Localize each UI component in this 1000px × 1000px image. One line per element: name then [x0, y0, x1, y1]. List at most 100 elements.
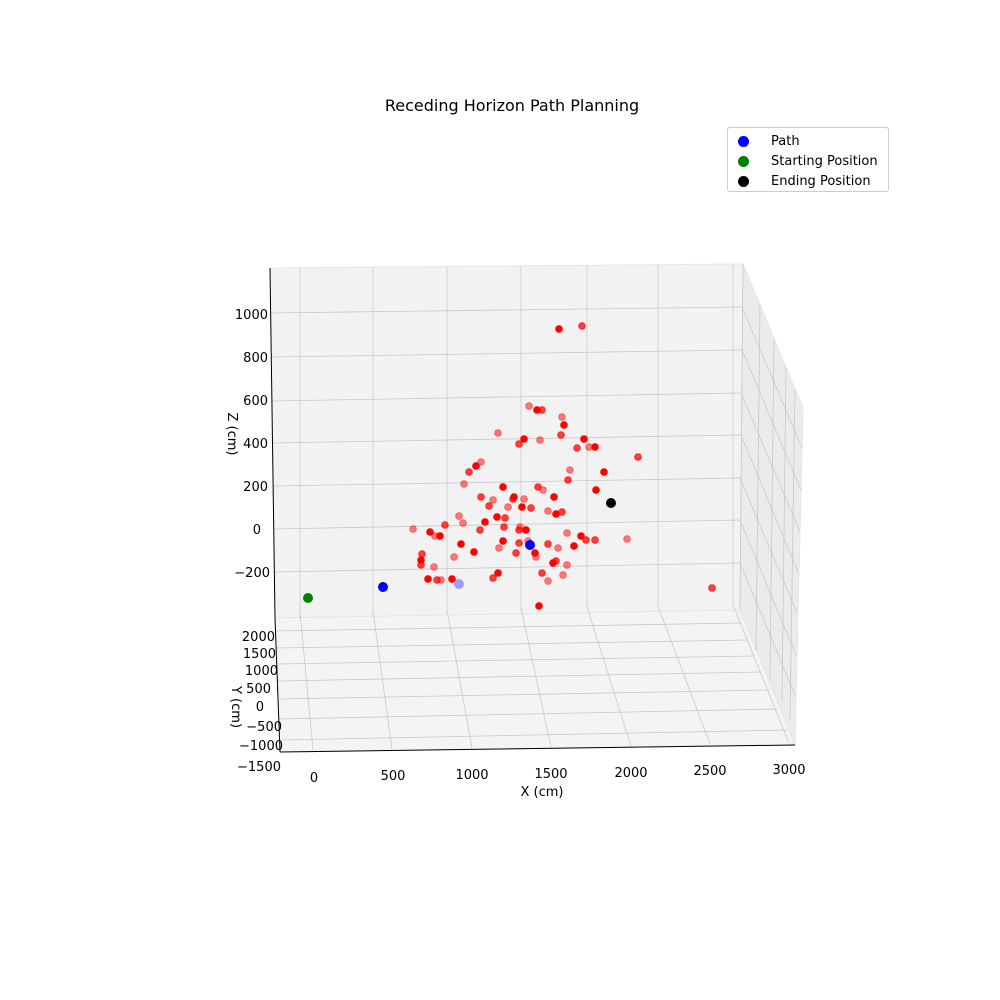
obstacle-point: [550, 493, 558, 501]
obstacle-point: [459, 519, 467, 527]
obstacle-point: [518, 503, 526, 511]
grid-line: [372, 610, 393, 750]
x-tick-label: 2000: [614, 766, 647, 781]
obstacle-point: [522, 526, 530, 534]
z-tick-label: 200: [243, 480, 268, 495]
z-tick-label: −200: [234, 566, 270, 581]
obstacle-point: [504, 503, 512, 511]
obstacle-point: [430, 563, 438, 571]
series-points: [303, 498, 616, 603]
grid-line: [520, 607, 552, 748]
obstacle-point: [538, 569, 546, 577]
grid-line: [279, 729, 788, 741]
obstacle-point: [515, 440, 523, 448]
legend: Path Starting Position Ending Position: [727, 127, 889, 192]
obstacle-point: [437, 576, 445, 584]
z-tick-label: 400: [243, 437, 268, 452]
obstacle-point: [623, 535, 631, 543]
obstacle-point: [499, 483, 507, 491]
obstacle-point: [592, 486, 600, 494]
obstacle-point: [570, 542, 578, 550]
x-tick-label: 3000: [772, 763, 805, 778]
obstacle-point: [538, 406, 546, 414]
obstacle-point: [460, 480, 468, 488]
x-axis-label: X (cm): [521, 785, 564, 800]
z-axis-ticks: −200 0 200 400 600 800 1000 Z (cm): [224, 308, 270, 581]
obstacle-point: [544, 540, 552, 548]
obstacle-point: [457, 540, 465, 548]
obstacle-point: [494, 429, 502, 437]
grid-line: [269, 306, 743, 314]
grid-line: [277, 655, 756, 665]
grid-line: [586, 606, 632, 747]
obstacle-point: [520, 495, 528, 503]
obstacle-point: [557, 431, 565, 439]
axis-lines: [269, 267, 796, 753]
obstacle-point: [634, 453, 642, 461]
obstacle-point: [481, 518, 489, 526]
obstacle-point: [563, 529, 571, 537]
z-axis-line: [269, 267, 276, 619]
grid-line: [299, 611, 314, 751]
obstacle-point: [563, 561, 571, 569]
obstacle-point: [489, 496, 497, 504]
obstacle-point: [501, 514, 509, 522]
obstacle-point: [495, 544, 503, 552]
legend-marker-start: [738, 155, 749, 167]
obstacle-point: [470, 548, 478, 556]
grid-line: [741, 349, 802, 491]
y-tick-label: 0: [256, 700, 264, 715]
obstacle-point: [532, 553, 540, 561]
grid-line: [789, 389, 796, 721]
obstacle-point: [472, 462, 480, 470]
legend-label: Ending Position: [771, 173, 871, 189]
legend-label: Path: [771, 133, 800, 149]
grid-lines: [269, 263, 803, 751]
obstacle-point: [539, 486, 547, 494]
grid-line: [275, 622, 742, 632]
obstacle-point: [477, 493, 485, 501]
obstacle-point: [515, 539, 523, 547]
grid-line: [446, 609, 473, 749]
obstacle-point: [544, 577, 552, 585]
obstacle-point: [465, 468, 473, 476]
obstacle-point: [591, 536, 599, 544]
ending-position-point: [606, 498, 616, 508]
obstacle-points: [409, 322, 716, 610]
x-tick-label: 0: [310, 771, 318, 786]
grid-line: [732, 604, 790, 744]
legend-item-path: Path: [738, 131, 800, 151]
y-axis-line: [274, 617, 281, 753]
obstacle-point: [424, 575, 432, 583]
path-point: [454, 579, 464, 589]
obstacle-point: [409, 525, 417, 533]
grid-line: [278, 689, 771, 700]
obstacle-point: [515, 526, 523, 534]
obstacle-point: [455, 512, 463, 520]
back-pane: [269, 263, 744, 619]
grid-line: [781, 367, 787, 701]
grid-line: [273, 519, 741, 530]
obstacle-point: [476, 526, 484, 534]
obstacle-point: [441, 521, 449, 529]
legend-item-starting-position: Starting Position: [738, 151, 878, 171]
obstacle-point: [477, 458, 485, 466]
grid-line: [278, 708, 779, 720]
x-axis-ticks: 0 500 1000 1500 2000 2500 3000 X (cm): [310, 763, 806, 800]
obstacle-point: [582, 536, 590, 544]
grid-line: [276, 639, 749, 649]
obstacle-point: [493, 513, 501, 521]
grid-line: [739, 477, 798, 614]
y-tick-label: −1000: [239, 739, 283, 754]
obstacle-point: [520, 435, 528, 443]
grid-line: [270, 392, 742, 402]
x-tick-label: 1000: [455, 768, 488, 783]
z-tick-label: 0: [253, 523, 261, 538]
obstacle-point: [544, 507, 552, 515]
obstacle-point: [426, 528, 434, 536]
y-tick-label: 500: [246, 682, 271, 697]
legend-item-ending-position: Ending Position: [738, 171, 871, 191]
starting-position-point: [303, 593, 313, 603]
obstacle-point: [566, 466, 574, 474]
grid-line: [740, 392, 801, 533]
